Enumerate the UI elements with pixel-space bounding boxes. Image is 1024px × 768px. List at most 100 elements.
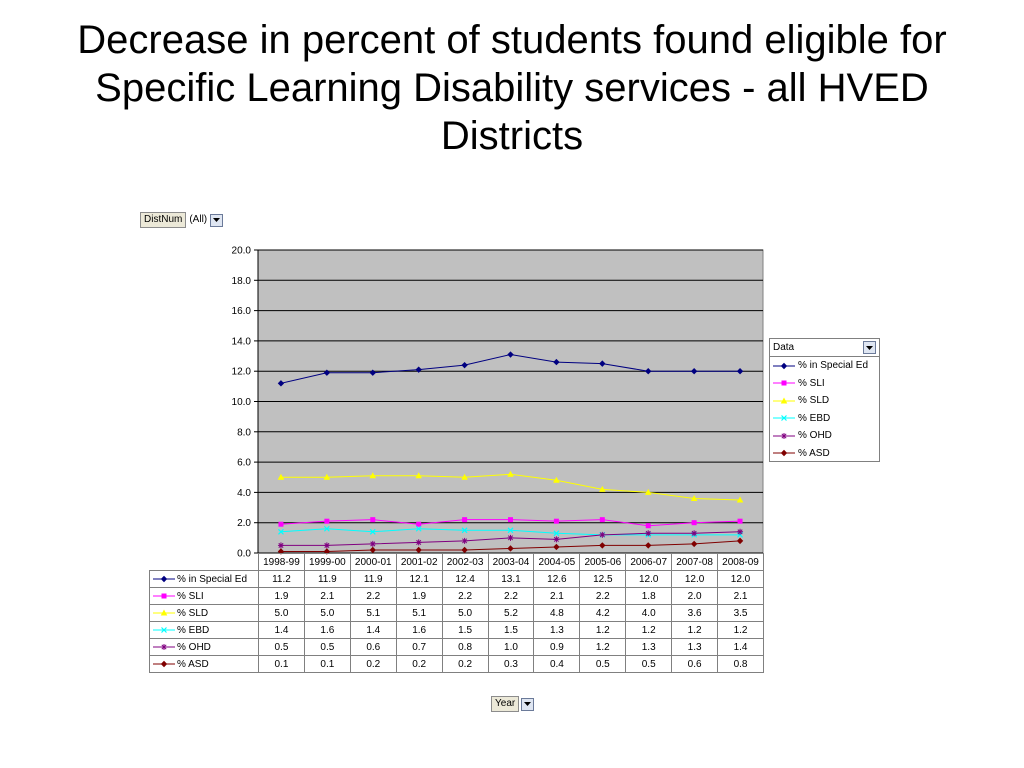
data-label: 0.5 xyxy=(625,655,673,673)
data-label: 4.2 xyxy=(579,604,627,622)
table-series-label: % SLD xyxy=(149,604,259,622)
series-1-point xyxy=(645,368,652,375)
x-tick-label: 2005-06 xyxy=(579,553,627,571)
series-5-point xyxy=(369,540,376,547)
series-5-point xyxy=(599,531,606,538)
data-label: 12.6 xyxy=(533,570,581,588)
series-3-point xyxy=(507,470,514,477)
series-5-point xyxy=(277,542,284,549)
series-5-point xyxy=(507,534,514,541)
table-series-label: % SLI xyxy=(149,587,259,605)
legend-label: % SLD xyxy=(798,395,830,407)
data-label: 1.9 xyxy=(258,587,305,605)
dropdown-arrow-icon[interactable] xyxy=(521,697,535,711)
x-tick-label: 2007-08 xyxy=(671,553,719,571)
legend-item: % EBD xyxy=(770,410,879,428)
data-label: 12.0 xyxy=(717,570,764,588)
legend-label: % SLI xyxy=(798,377,825,389)
data-label: 1.2 xyxy=(625,621,673,639)
series-2-point xyxy=(370,517,376,523)
data-label: 0.2 xyxy=(441,655,489,673)
series-6-point xyxy=(736,537,744,545)
dropdown-arrow-icon[interactable] xyxy=(210,213,224,227)
series-4-point xyxy=(461,527,468,534)
legend-key xyxy=(773,380,795,386)
series-2-point xyxy=(324,518,330,524)
series-4-point xyxy=(507,527,514,534)
year-field-button[interactable]: Year xyxy=(491,696,535,712)
data-label: 11.2 xyxy=(258,570,305,588)
series-3-point xyxy=(736,496,744,503)
y-tick-label: 0.0 xyxy=(237,549,251,560)
data-label: 1.4 xyxy=(349,621,397,639)
x-tick-label: 2000-01 xyxy=(349,553,397,571)
data-label: 1.6 xyxy=(395,621,443,639)
table-row: % EBD 1.4 1.6 1.4 1.6 1.5 1.5 1.3 1.2 1.2 1.2 1.2 xyxy=(149,621,764,639)
series-2-point xyxy=(508,517,513,523)
series-6-point xyxy=(461,546,468,554)
table-series-label: % OHD xyxy=(149,638,259,656)
data-label: 2.1 xyxy=(717,587,764,605)
series-2-point xyxy=(599,517,605,523)
series-2-point xyxy=(737,518,743,524)
legend-item: % ASD xyxy=(770,445,879,463)
x-tick-label: 2008-09 xyxy=(717,553,764,571)
data-label: 5.1 xyxy=(395,604,443,622)
data-label: 1.4 xyxy=(717,638,764,656)
x-tick-label: 2004-05 xyxy=(533,553,581,571)
data-label: 12.5 xyxy=(579,570,627,588)
series-6-point xyxy=(645,542,652,549)
legend-key xyxy=(773,415,795,422)
legend-label: % EBD xyxy=(798,412,831,424)
data-label: 1.5 xyxy=(441,621,489,639)
data-label: 1.2 xyxy=(579,621,627,639)
legend-header[interactable]: Data xyxy=(770,339,879,357)
legend-label: % in Special Ed xyxy=(798,360,869,372)
series-2-point xyxy=(691,520,697,526)
data-label: 12.0 xyxy=(671,570,719,588)
table-row: % OHD 0.5 0.5 0.6 0.7 0.8 1.0 0.9 1.2 1.3 1.3 1.4 xyxy=(149,638,764,656)
data-label: 4.0 xyxy=(625,604,673,622)
data-label: 1.0 xyxy=(487,638,535,656)
legend-item: % SLI xyxy=(770,375,879,393)
series-5-point xyxy=(553,536,560,543)
y-tick-label: 4.0 xyxy=(237,488,251,499)
data-label: 0.5 xyxy=(579,655,627,673)
data-label: 12.1 xyxy=(395,570,443,588)
data-label: 0.6 xyxy=(671,655,719,673)
x-tick-label: 2003-04 xyxy=(487,553,535,571)
dropdown-arrow-icon[interactable] xyxy=(863,341,876,354)
data-label: 0.5 xyxy=(258,638,305,656)
x-tick-label: 2002-03 xyxy=(441,553,489,571)
series-4-point xyxy=(323,525,330,532)
legend-title: Data xyxy=(773,342,795,353)
series-2-point xyxy=(278,521,284,527)
series-5-point xyxy=(645,530,652,537)
data-label: 1.3 xyxy=(671,638,719,656)
series-1-point xyxy=(277,380,285,387)
legend-key xyxy=(153,626,175,633)
legend-item: % SLD xyxy=(770,392,879,410)
distnum-filter[interactable]: DistNum (All) xyxy=(140,212,224,228)
series-1-point xyxy=(736,368,744,375)
legend-label: % ASD xyxy=(798,447,830,459)
series-1-point xyxy=(323,369,331,376)
y-tick-label: 10.0 xyxy=(232,397,252,408)
series-1-point xyxy=(690,368,698,375)
data-label: 0.1 xyxy=(258,655,305,673)
table-series-label: % EBD xyxy=(149,621,259,639)
data-label: 1.2 xyxy=(579,638,627,656)
data-label: 0.7 xyxy=(395,638,443,656)
table-row: % ASD 0.1 0.1 0.2 0.2 0.2 0.3 0.4 0.5 0.5 0.6 0.8 xyxy=(149,655,764,673)
legend-key xyxy=(773,450,795,457)
table-row: % in Special Ed 11.2 11.9 11.9 12.1 12.4 13.1 1… xyxy=(149,570,764,588)
series-2-point xyxy=(645,523,651,529)
series-2-point xyxy=(416,521,422,527)
x-tick-label: 2001-02 xyxy=(395,553,443,571)
year-field-label: Year xyxy=(491,696,520,712)
data-label: 0.5 xyxy=(303,638,351,656)
data-label: 13.1 xyxy=(487,570,535,588)
data-label: 0.8 xyxy=(441,638,489,656)
data-label: 0.4 xyxy=(533,655,581,673)
table-row: % SLI 1.9 2.1 2.2 1.9 2.2 2.2 2.1 2.2 1.8 2.0 2.1 xyxy=(149,587,764,605)
